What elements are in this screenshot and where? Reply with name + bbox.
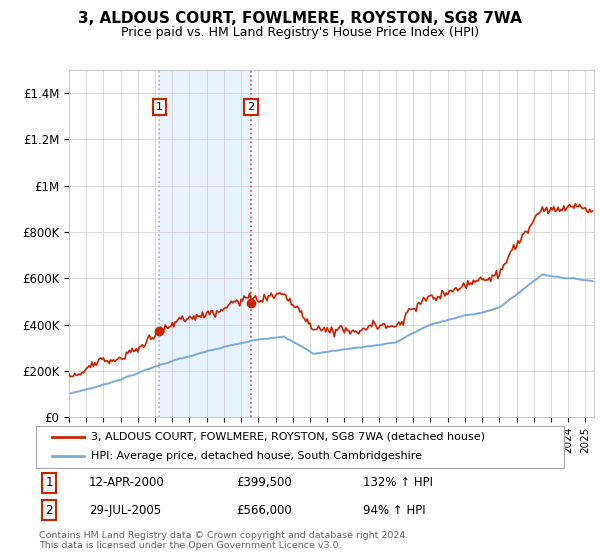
Text: 12-APR-2000: 12-APR-2000	[89, 477, 164, 489]
Bar	[160, 70, 251, 417]
Text: 1: 1	[156, 102, 163, 112]
Text: 2: 2	[46, 503, 53, 516]
Text: Price paid vs. HM Land Registry's House Price Index (HPI): Price paid vs. HM Land Registry's House …	[121, 26, 479, 39]
Text: 29-JUL-2005: 29-JUL-2005	[89, 503, 161, 516]
Text: 3, ALDOUS COURT, FOWLMERE, ROYSTON, SG8 7WA (detached house): 3, ALDOUS COURT, FOWLMERE, ROYSTON, SG8 …	[91, 432, 485, 442]
Text: 132% ↑ HPI: 132% ↑ HPI	[364, 477, 433, 489]
Text: 94% ↑ HPI: 94% ↑ HPI	[364, 503, 426, 516]
Text: 2: 2	[248, 102, 255, 112]
Text: 3, ALDOUS COURT, FOWLMERE, ROYSTON, SG8 7WA: 3, ALDOUS COURT, FOWLMERE, ROYSTON, SG8 …	[78, 11, 522, 26]
Text: HPI: Average price, detached house, South Cambridgeshire: HPI: Average price, detached house, Sout…	[91, 451, 422, 461]
Text: £566,000: £566,000	[236, 503, 292, 516]
Text: Contains HM Land Registry data © Crown copyright and database right 2024.
This d: Contains HM Land Registry data © Crown c…	[39, 531, 409, 550]
Text: £399,500: £399,500	[236, 477, 292, 489]
Text: 1: 1	[46, 477, 53, 489]
